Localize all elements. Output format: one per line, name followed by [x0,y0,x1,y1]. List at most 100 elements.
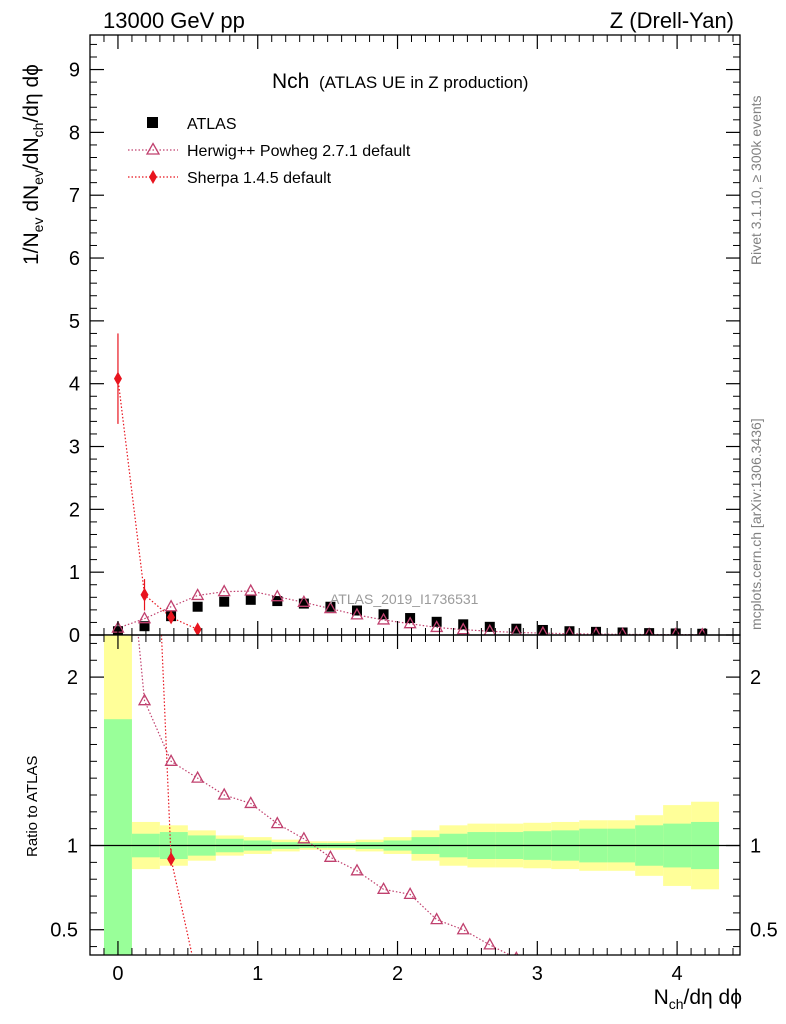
ratio-sherpa-point [194,973,202,987]
analysis-tag: ATLAS_2019_I1736531 [330,591,479,607]
ratio-herwig-point [323,849,338,862]
herwig-point [191,588,205,601]
y-tick-label: 6 [69,248,80,270]
ratio-y-tick-label-right: 0.5 [750,920,778,942]
atlas-point [537,624,548,635]
ratio-band-stat [103,719,132,955]
atlas-point [298,598,309,609]
y-tick-label: 9 [69,60,80,82]
x-tick-label: 3 [532,963,543,985]
x-tick-label: 1 [252,963,263,985]
herwig-point [564,626,575,635]
ratio-herwig-point [164,753,178,766]
ratio-herwig-point [270,816,284,829]
atlas-point [484,621,495,632]
ratio-herwig-point [217,787,231,800]
energy-label: 13000 GeV pp [103,8,245,33]
herwig-point [510,625,522,635]
x-tick-label: 4 [672,963,683,985]
legend-sherpa-marker [149,170,157,184]
herwig-point [137,611,152,624]
ratio-herwig-point [244,796,258,809]
legend-sherpa-label: Sherpa 1.4.5 default [187,170,332,187]
ratio-herwig-point [350,863,364,876]
chart-subtitle: (ATLAS UE in Z production) [319,73,528,92]
atlas-point [564,626,575,635]
herwig-point [164,599,178,612]
y-tick-label: 5 [69,311,80,333]
legend-herwig-label: Herwig++ Powheg 2.7.1 default [187,143,411,160]
ratio-herwig-point [430,912,444,925]
atlas-point [325,601,336,612]
y-axis-label: 1/Nev dNev/dNch/dη dϕ [20,64,46,265]
ratio-sherpa-point [141,232,149,246]
sherpa-point [167,610,176,625]
x-tick-label: 0 [112,963,123,985]
ratio-herwig-point [191,770,205,783]
legend-atlas-label: ATLAS [187,116,237,133]
atlas-point [591,626,602,635]
ratio-y-tick-label-right: 1 [750,836,761,858]
herwig-point [644,627,654,635]
atlas-point [511,623,522,634]
main-panel: 0 1 2 3 4 5 6 7 8 9 [69,34,741,647]
ratio-herwig-line [137,635,512,955]
x-axis-label: Nch/dη dϕ [654,986,742,1012]
atlas-point [245,594,256,605]
herwig-point [403,616,417,629]
herwig-point [456,622,470,635]
atlas-point [351,605,362,616]
legend-atlas-marker [147,117,158,128]
y-tick-label: 1 [69,562,80,584]
y-tick-label: 8 [69,122,80,144]
atlas-point [219,596,230,607]
ratio-herwig-point [514,951,519,955]
ratio-herwig-point [297,831,311,844]
legend-herwig-marker [145,142,161,155]
rivet-label: Rivet 3.1.10, ≥ 300k events [748,95,764,265]
atlas-point [670,628,681,635]
herwig-point [323,601,338,614]
ratio-herwig-point [483,937,497,950]
atlas-point [192,601,203,612]
x-tick-label: 2 [392,963,403,985]
y-tick-label: 2 [69,499,80,521]
sherpa-line [117,378,198,630]
y-tick-label: 3 [69,437,80,459]
herwig-point [217,584,231,597]
sherpa-point [140,587,149,602]
ratio-y-tick-label: 2 [67,667,78,689]
atlas-point [617,627,628,635]
ratio-herwig-point [403,887,417,900]
y-tick-label: 0 [69,625,80,647]
herwig-point [244,583,258,596]
ratio-frame [89,634,741,956]
herwig-point [618,627,627,635]
herwig-line [117,590,703,635]
herwig-point [430,620,444,633]
legend: ATLAS Herwig++ Powheg 2.7.1 default Sher… [128,116,411,187]
chart-title: Nch [272,70,309,93]
herwig-point [350,607,364,620]
source-label: mcplots.cern.ch [arXiv:1306.3436] [748,418,764,630]
sherpa-point [113,371,122,386]
herwig-point [537,625,548,635]
atlas-point [139,621,150,632]
ratio-herwig-point [137,693,152,706]
atlas-point [697,628,708,635]
herwig-point [376,612,391,625]
herwig-point [270,589,284,602]
process-label: Z (Drell-Yan) [610,8,734,33]
herwig-point [671,627,680,635]
ratio-y-tick-label-right: 2 [750,667,761,689]
y-tick-label: 7 [69,185,80,207]
herwig-point [297,594,311,607]
ratio-herwig-point [376,881,391,894]
ratio-y-tick-label: 1 [67,836,78,858]
y-tick-label: 4 [69,374,80,396]
ratio-y-tick-label: 0.5 [50,920,78,942]
ratio-herwig-point [456,922,470,935]
ratio-y-axis-label: Ratio to ATLAS [24,756,41,857]
herwig-point [483,623,496,635]
